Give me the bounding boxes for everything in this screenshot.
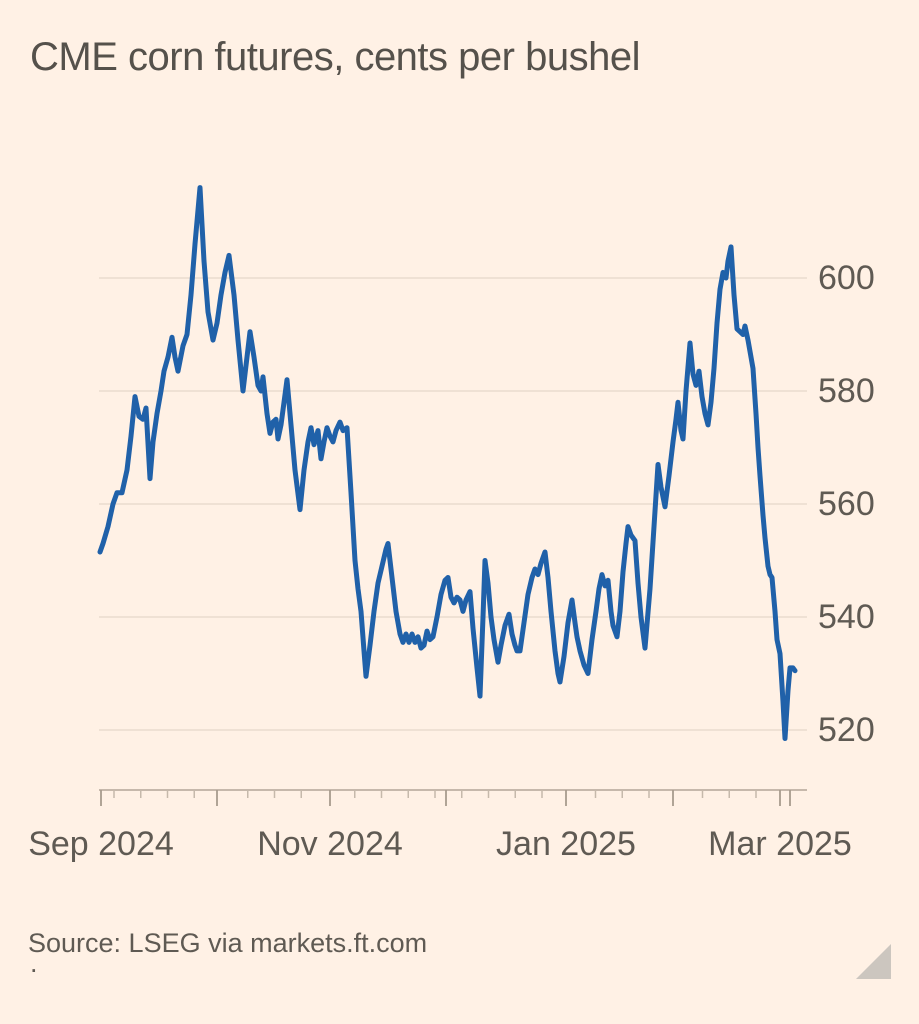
stray-period: . [30, 948, 38, 978]
price-line [97, 185, 798, 741]
y-tick-label: 580 [818, 372, 875, 410]
y-tick-label: 520 [818, 711, 875, 749]
x-tick-label: Mar 2025 [708, 825, 852, 863]
source-attribution: Source: LSEG via markets.ft.com [28, 928, 428, 958]
y-tick-label: 600 [818, 259, 875, 297]
y-tick-label: 540 [818, 598, 875, 636]
x-tick-label: Nov 2024 [257, 825, 403, 863]
chart-title: CME corn futures, cents per bushel [30, 35, 640, 79]
x-tick-label: Sep 2024 [28, 825, 174, 863]
resize-corner-handle[interactable] [856, 944, 891, 979]
y-tick-label: 560 [818, 485, 875, 523]
x-tick-label: Jan 2025 [496, 825, 636, 863]
